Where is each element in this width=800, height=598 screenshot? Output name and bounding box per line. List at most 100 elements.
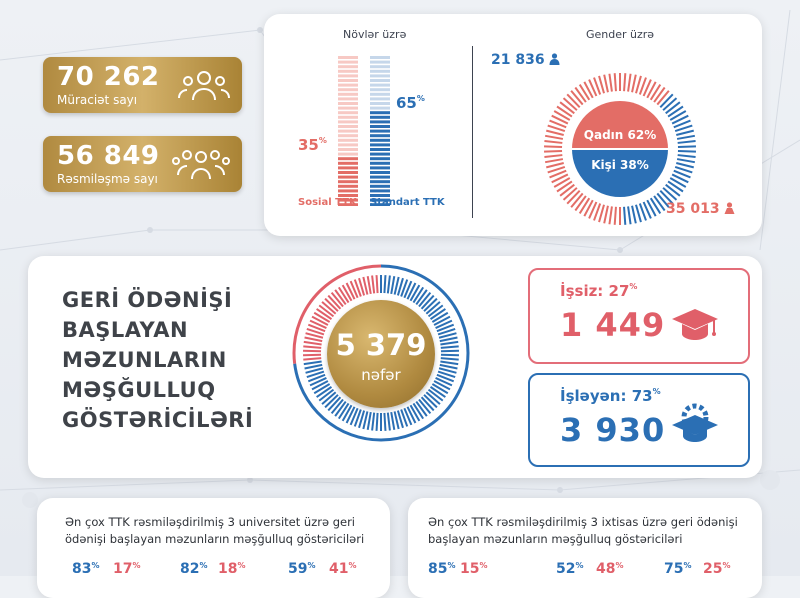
- employment-ring-tick: [306, 370, 325, 379]
- gender-ring-tick: [593, 77, 602, 95]
- employment-ring-tick: [341, 284, 353, 302]
- woman-icon: [724, 202, 735, 214]
- employment-ring-tick: [383, 275, 387, 294]
- employment-ring-tick: [425, 391, 441, 405]
- employment-ring-tick: [330, 398, 344, 415]
- divider: [472, 46, 473, 218]
- gender-ring-tick: [593, 203, 602, 221]
- employment-ring-tick: [437, 370, 456, 379]
- gender-ring-tick: [544, 145, 563, 148]
- standard-bar-tick: [370, 88, 390, 92]
- social-bar-tick: [338, 125, 358, 128]
- employment-ring-tick: [358, 410, 366, 429]
- social-bar-tick: [338, 175, 358, 179]
- employment-ring-tick: [371, 412, 376, 431]
- female-count: 35 013: [666, 201, 735, 217]
- standard-bar-tick: [370, 83, 390, 87]
- employment-ring-tick: [321, 391, 337, 405]
- employment-ring-tick: [427, 304, 444, 318]
- social-bar-tick: [338, 203, 358, 206]
- employment-ring-tick: [305, 367, 324, 374]
- gender-ring-tick: [547, 124, 566, 133]
- employment-ring-tick: [358, 277, 366, 296]
- employment-ring-tick: [303, 349, 322, 353]
- employment-ring-tick: [362, 411, 369, 430]
- employment-ring-tick: [309, 377, 327, 387]
- gender-ring-tick: [556, 105, 573, 118]
- social-bar-tick: [338, 74, 358, 78]
- social-bar-tick: [338, 88, 358, 92]
- employment-ring-tick: [393, 411, 400, 430]
- employment-ring-tick: [440, 357, 459, 361]
- university-1-unemployed: 17%: [113, 561, 141, 577]
- social-bar-tick: [338, 138, 358, 142]
- gender-ring-tick: [570, 192, 584, 208]
- gender-ring-tick: [613, 73, 617, 92]
- employment-ring-tick: [304, 336, 323, 343]
- employment-ring-tick: [321, 301, 337, 315]
- standard-bar-tick: [370, 56, 390, 59]
- employment-ring-tick: [307, 323, 326, 333]
- specialties-title: Ən çox TTK rəsmiləşdirilmiş 3 ixtisas üz…: [428, 515, 738, 546]
- total-unit: nəfər: [361, 366, 401, 384]
- gender-ring-tick: [608, 206, 613, 225]
- employment-ring-tick: [433, 315, 451, 326]
- gender-ring-tick: [676, 162, 694, 169]
- social-bar-tick: [338, 115, 358, 119]
- gender-ring-tick: [635, 75, 642, 94]
- gender-ring-tick: [653, 86, 666, 103]
- gender-ring-tick: [669, 110, 687, 121]
- gender-ring-tick: [544, 150, 563, 153]
- universities-card: Ən çox TTK rəsmiləşdirilmiş 3 universite…: [37, 498, 390, 598]
- unemployed-arc: [292, 264, 470, 442]
- employment-ring-tick: [393, 276, 400, 295]
- types-gender-card: Növlər üzrə Gender üzrə 35% 65% Sosial T…: [264, 14, 762, 236]
- employment-ring-tick: [423, 394, 438, 409]
- gear-graduation-cap-icon: [672, 403, 718, 442]
- employment-ring-tick: [437, 327, 456, 336]
- gender-ring-tick: [673, 119, 691, 129]
- employment-ring-tick: [330, 291, 344, 308]
- specialty-1-employed: 85%: [428, 561, 456, 577]
- gender-ring-tick: [677, 154, 696, 158]
- gender-ring-tick: [608, 73, 613, 92]
- universities-title: Ən çox TTK rəsmiləşdirilmiş 3 universite…: [65, 515, 365, 546]
- employment-ring-tick: [429, 386, 446, 398]
- applications-stat: 70 262 Müraciət sayı: [43, 57, 242, 113]
- male-ring-label: Kişi 38%: [591, 158, 649, 172]
- standard-bar-tick: [370, 74, 390, 78]
- employment-ring-tick: [396, 277, 404, 296]
- gender-ring-tick: [677, 150, 696, 153]
- university-1-employed: 83%: [72, 561, 100, 577]
- standard-bar-tick: [370, 106, 390, 110]
- employment-ring-tick: [438, 332, 457, 339]
- gender-ring-tick: [671, 114, 689, 125]
- standard-bar-tick: [370, 60, 390, 64]
- gender-ring-tick: [659, 93, 674, 108]
- gender-ring-tick: [631, 205, 637, 224]
- employment-ring-tick: [425, 301, 441, 315]
- employment-ring-tick: [313, 383, 331, 395]
- employment-ring-tick: [366, 275, 372, 295]
- standard-bar-tick: [370, 102, 390, 105]
- gender-ring-tick: [559, 101, 575, 115]
- gender-ring-tick: [551, 173, 569, 184]
- employment-ring-tick: [390, 411, 396, 431]
- social-bar-tick: [338, 79, 358, 82]
- gender-ring-tick: [676, 129, 694, 136]
- gender-ring-tick: [544, 154, 563, 158]
- employment-ring-tick: [423, 297, 438, 312]
- gender-ring-tick: [656, 192, 670, 208]
- social-bar-tick: [338, 148, 358, 151]
- gender-ring-tick: [544, 134, 564, 140]
- employment-ring-tick: [412, 286, 425, 304]
- employment-ring-tick: [409, 404, 421, 422]
- gender-ring-tick: [578, 197, 591, 214]
- registrations-label: Rəsmiləşmə sayı: [57, 172, 158, 186]
- employment-ring-tick: [306, 327, 325, 336]
- standard-bar-tick: [370, 115, 390, 119]
- social-bar-tick: [338, 171, 358, 174]
- total-circle: 5 379 nəfər: [327, 300, 435, 408]
- employment-ring-tick: [316, 308, 333, 320]
- employment-ring-tick: [431, 383, 449, 395]
